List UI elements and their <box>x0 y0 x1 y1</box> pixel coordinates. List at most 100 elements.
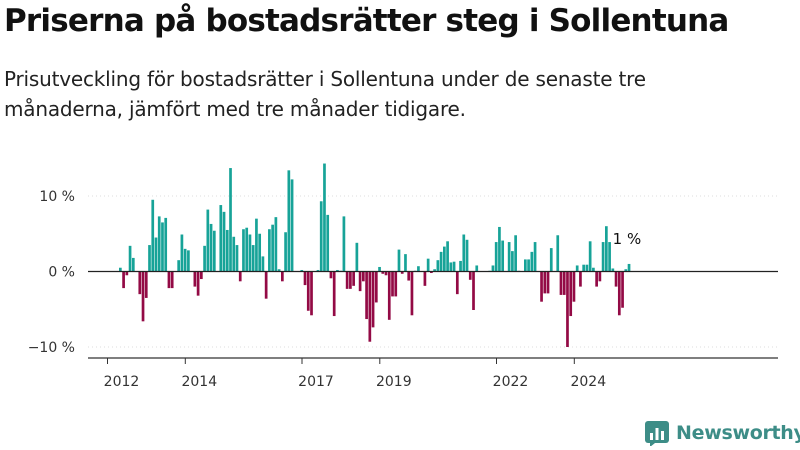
bar-positive <box>258 233 262 272</box>
bar-positive <box>164 217 168 272</box>
bar-layer <box>119 163 631 347</box>
bar-negative <box>394 271 398 297</box>
bar-positive <box>183 248 187 272</box>
bar-negative <box>559 271 563 295</box>
bar-negative <box>332 271 336 317</box>
bar-positive <box>624 269 628 272</box>
bar-positive <box>161 222 164 272</box>
bar-positive <box>465 239 469 272</box>
bar-positive <box>300 269 304 272</box>
bar-negative <box>381 271 385 274</box>
bar-negative <box>621 271 624 308</box>
bar-chart-logo-icon <box>645 421 669 446</box>
bar-positive <box>459 260 462 272</box>
bar-positive <box>157 216 161 272</box>
bar-negative <box>303 271 307 286</box>
bar-negative <box>167 271 171 289</box>
bar-positive <box>177 260 181 272</box>
bar-positive <box>251 245 255 272</box>
bar-positive <box>323 163 326 272</box>
bar-positive <box>498 226 501 272</box>
bar-positive <box>229 168 232 272</box>
bar-negative <box>281 271 284 282</box>
bar-negative <box>543 271 547 294</box>
bar-positive <box>452 261 456 272</box>
bar-positive <box>446 241 449 272</box>
bar-positive <box>225 229 229 272</box>
bar-negative <box>264 271 268 299</box>
bar-positive <box>491 265 495 272</box>
bar-positive <box>119 267 122 272</box>
bar-positive <box>585 264 589 272</box>
bar-positive <box>209 223 213 272</box>
bar-negative <box>400 271 404 274</box>
bar-positive <box>592 267 595 272</box>
bar-negative <box>614 271 618 287</box>
bar-negative <box>238 271 242 282</box>
bar-negative <box>455 271 459 295</box>
bar-positive <box>212 230 216 272</box>
bar-positive <box>274 217 278 272</box>
bar-positive <box>426 258 430 272</box>
bar-negative <box>569 271 573 317</box>
chart-title: Priserna på bostadsrätter steg i Sollent… <box>4 3 729 39</box>
bar-negative <box>546 271 550 294</box>
bar-positive <box>608 242 611 272</box>
bar-positive <box>601 242 605 272</box>
bar-negative <box>141 271 145 322</box>
bar-positive <box>222 211 226 272</box>
bar-positive <box>556 235 560 272</box>
bar-positive <box>404 254 407 272</box>
bar-negative <box>196 271 200 296</box>
bar-positive <box>397 249 401 272</box>
bar-negative <box>598 271 602 282</box>
bar-positive <box>514 235 517 272</box>
bar-positive <box>494 242 498 272</box>
bar-positive <box>245 227 249 272</box>
bar-positive <box>287 170 291 272</box>
bar-positive <box>326 214 330 272</box>
bar-negative <box>365 271 368 320</box>
brand-name: Newsworthy <box>676 422 800 444</box>
bar-negative <box>468 271 472 280</box>
bar-positive <box>588 241 592 272</box>
bar-negative <box>345 271 349 289</box>
bar-positive <box>575 265 579 272</box>
bar-positive <box>605 226 608 272</box>
bar-negative <box>387 271 391 320</box>
bar-positive <box>417 266 420 272</box>
y-tick-label: 0 % <box>48 265 75 281</box>
bar-positive <box>627 263 631 272</box>
bar-negative <box>125 271 129 276</box>
bar-negative <box>310 271 313 316</box>
bar-positive <box>439 251 443 272</box>
brand-logo[interactable]: Newsworthy <box>644 420 800 446</box>
bar-positive <box>443 246 446 272</box>
bar-negative <box>430 271 433 274</box>
bar-negative <box>579 271 582 287</box>
bar-positive <box>232 236 236 272</box>
bar-positive <box>235 245 239 272</box>
x-tick-label: 2014 <box>181 374 217 390</box>
y-tick-label: −10 % <box>28 340 75 356</box>
bar-positive <box>242 229 245 272</box>
bar-negative <box>407 271 411 281</box>
bar-positive <box>475 265 479 272</box>
bar-positive <box>549 248 553 272</box>
bar-positive <box>271 224 274 272</box>
grid-layer <box>88 195 778 348</box>
latest-value-annotation: 1 % <box>613 230 642 248</box>
bar-negative <box>358 271 362 292</box>
bar-positive <box>316 269 320 272</box>
bar-positive <box>206 209 210 272</box>
bar-negative <box>617 271 621 316</box>
bar-positive <box>284 232 287 272</box>
bar-negative <box>540 271 543 302</box>
bar-negative <box>572 271 576 302</box>
x-tick-label: 2017 <box>298 374 334 390</box>
bar-positive <box>180 234 184 272</box>
bar-positive <box>507 242 511 272</box>
bar-positive <box>219 205 223 272</box>
bar-negative <box>306 271 310 311</box>
